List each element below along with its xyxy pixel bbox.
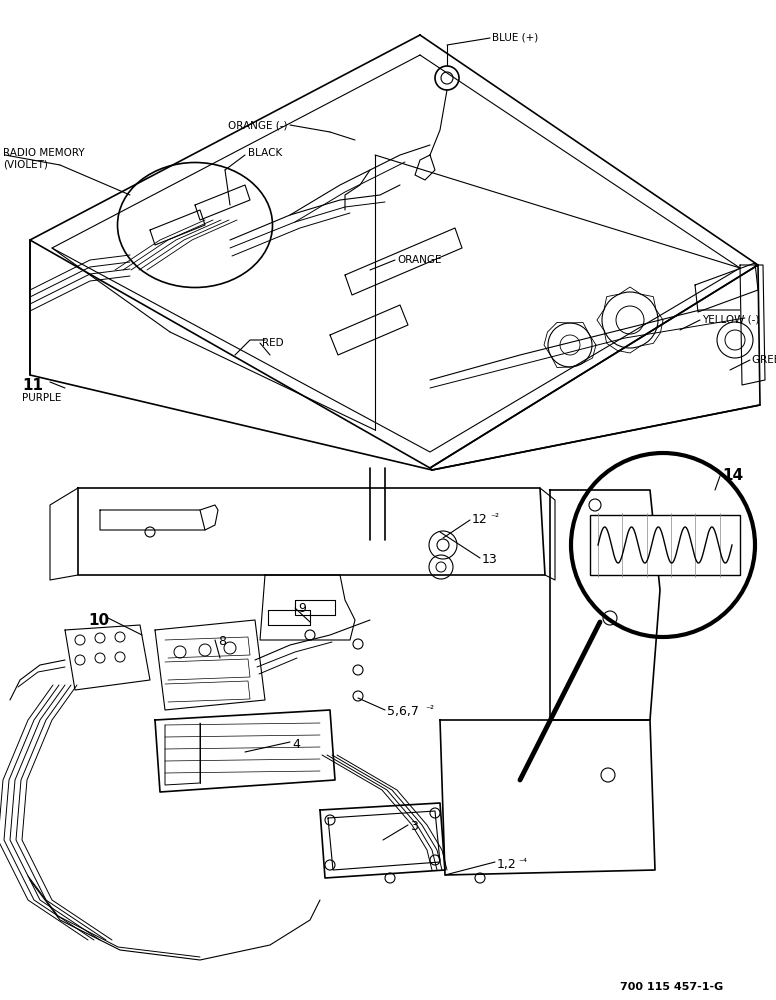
Text: 3: 3	[410, 820, 417, 833]
Text: GREEN (+): GREEN (+)	[752, 355, 776, 365]
Text: 1,2: 1,2	[497, 858, 517, 871]
FancyBboxPatch shape	[590, 515, 740, 575]
Text: PURPLE: PURPLE	[22, 393, 61, 403]
Text: ⁻⁴: ⁻⁴	[518, 858, 527, 868]
Text: ORANGE (-): ORANGE (-)	[228, 120, 288, 130]
Text: RADIO MEMORY
(VIOLET): RADIO MEMORY (VIOLET)	[3, 148, 85, 170]
Text: 10: 10	[88, 613, 109, 628]
Text: 8: 8	[218, 635, 226, 648]
Text: YELLOW (-): YELLOW (-)	[702, 315, 760, 325]
Text: 14: 14	[722, 468, 743, 483]
Text: ORANGE: ORANGE	[397, 255, 442, 265]
Text: ⁻²: ⁻²	[490, 513, 499, 523]
Text: 13: 13	[482, 553, 497, 566]
Text: 11: 11	[22, 378, 43, 393]
Text: 12: 12	[472, 513, 488, 526]
Text: 4: 4	[292, 738, 300, 751]
Text: BLUE (+): BLUE (+)	[492, 33, 539, 43]
Text: RED: RED	[262, 338, 283, 348]
Text: 700 115 457-1-G: 700 115 457-1-G	[620, 982, 723, 992]
Text: 9: 9	[298, 602, 306, 615]
Text: ⁻²: ⁻²	[425, 705, 434, 715]
Text: BLACK: BLACK	[248, 148, 282, 158]
Text: 5,6,7: 5,6,7	[387, 705, 419, 718]
